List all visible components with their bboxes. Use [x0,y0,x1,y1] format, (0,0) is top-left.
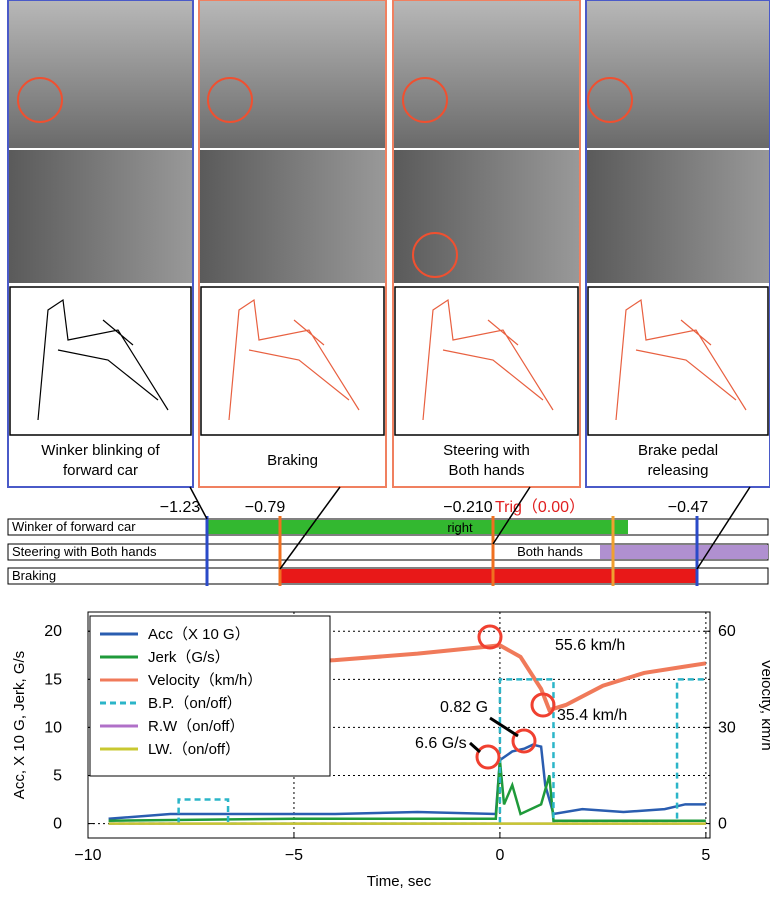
panel-caption: Steering with [443,442,530,459]
road-photo [8,0,193,148]
y-tick-label: 10 [44,719,62,736]
series-line [273,645,706,710]
panel-caption: Brake pedal [638,442,718,459]
cabin-photo [8,150,193,283]
panel-caption: Braking [267,452,318,469]
highlight-circle [477,746,499,768]
annotation: 35.4 km/h [557,707,627,724]
cabin-photo [199,150,386,283]
legend-label: Acc（X 10 G） [148,626,250,643]
event-time: Trig（0.00） [495,498,585,516]
event-time: −1.23 [160,499,201,516]
row-label: Steering with Both hands [12,544,157,559]
annotation: 6.6 G/s [415,735,467,752]
annotation: 55.6 km/h [555,637,625,654]
cabin-photo [586,150,770,283]
y-tick-label: 15 [44,671,62,688]
row-label: Braking [12,568,56,583]
panel-caption: Winker blinking of [41,442,160,459]
winker-bar [207,520,628,534]
road-photo [199,0,386,148]
driver-sketch [201,287,384,435]
driver-sketch [395,287,578,435]
panel-caption: releasing [648,462,709,479]
x-axis-label: Time, sec [367,873,432,890]
annotation: 0.82 G [440,699,488,716]
legend: Acc（X 10 G） Jerk（G/s） Velocity（km/h） B.P.（o… [90,616,330,776]
legend-label: B.P.（on/off） [148,695,242,712]
y2-tick-label: 0 [718,816,727,833]
legend-label: LW.（on/off） [148,741,240,758]
road-photo [586,0,770,148]
y-tick-label: 5 [53,767,62,784]
braking-bar [280,569,697,583]
event-time: −0.210 [443,499,492,516]
event-time: −0.47 [668,499,709,516]
row-label: Winker of forward car [12,519,136,534]
legend-label: Jerk（G/s） [148,649,230,666]
driver-sketch [10,287,191,435]
y-tick-label: 20 [44,623,62,640]
steering-bar [600,545,768,559]
x-tick-label: 5 [701,847,710,864]
x-tick-label: −5 [285,847,303,864]
x-tick-label: 0 [495,847,504,864]
y2-axis-label: Velocity, km/h [758,659,770,750]
legend-label: R.W（on/off） [148,718,244,735]
panel-caption: Both hands [449,462,525,479]
y-axis-label: Acc, X 10 G, Jerk, G/s [11,651,28,799]
panel-caption: forward car [63,462,138,479]
road-photo [393,0,580,148]
y2-tick-label: 60 [718,623,736,640]
annotation-arrow [470,743,480,752]
figure: Winker blinking of forward car Braking Stee… [0,0,770,894]
cabin-photo [393,150,580,283]
x-tick-label: −10 [74,847,101,864]
bar-text: right [447,520,473,535]
y2-tick-label: 30 [718,719,736,736]
event-time: −0.79 [245,499,286,516]
driver-sketch [588,287,768,435]
y-tick-label: 0 [53,816,62,833]
legend-label: Velocity（km/h） [148,672,262,689]
bar-text: Both hands [517,544,583,559]
panels: Winker blinking of forward car Braking Stee… [8,0,770,487]
